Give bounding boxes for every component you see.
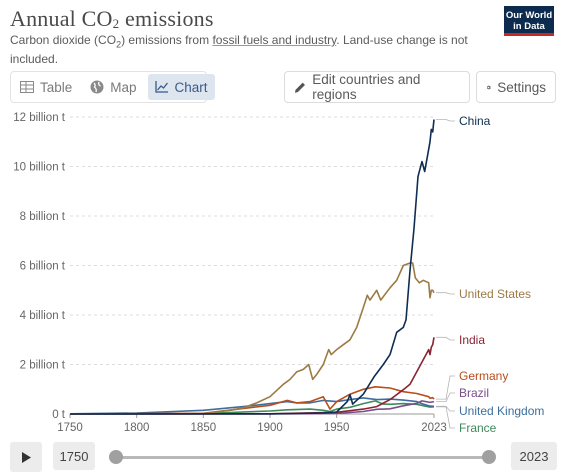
timeline-controls: 1750 2023	[0, 440, 569, 472]
fossil-fuels-link[interactable]: fossil fuels and industry	[212, 33, 337, 47]
tab-chart[interactable]: Chart	[147, 74, 215, 100]
series-line-india[interactable]	[69, 337, 435, 415]
chart-subtitle: Carbon dioxide (CO2) emissions from foss…	[10, 33, 480, 67]
tab-table[interactable]: Table	[11, 72, 81, 102]
x-tick-label: 1950	[324, 422, 350, 434]
series-line-france[interactable]	[69, 400, 435, 415]
legend-label-india[interactable]: India	[459, 333, 485, 347]
tab-chart-label: Chart	[174, 79, 208, 95]
legend-connector	[436, 292, 455, 295]
end-year-handle[interactable]	[482, 450, 496, 464]
view-tabs: Table Map Chart	[10, 71, 215, 103]
x-tick-label: 1900	[257, 422, 283, 434]
play-icon	[22, 451, 31, 463]
grid-layer	[70, 116, 434, 415]
start-year-box[interactable]: 1750	[53, 442, 95, 470]
legend-connector	[436, 392, 455, 403]
legend-label-germany[interactable]: Germany	[459, 369, 508, 383]
legend-label-united-states[interactable]: United States	[459, 287, 531, 301]
y-tick-label: 6 billion t	[20, 261, 66, 273]
chart-title: Annual CO2 emissions	[10, 6, 214, 32]
owid-logo[interactable]: Our World in Data	[504, 6, 554, 36]
series-lines	[69, 119, 435, 415]
legend-connector	[436, 336, 455, 341]
legend-label-united-kingdom[interactable]: United Kingdom	[459, 404, 544, 418]
subtitle-pre: Carbon dioxide (CO	[10, 33, 117, 47]
y-tick-label: 8 billion t	[20, 211, 66, 223]
edit-countries-button[interactable]: Edit countries and regions	[284, 71, 470, 103]
globe-icon	[90, 80, 104, 94]
legend-label-france[interactable]: France	[459, 421, 497, 435]
edit-countries-label: Edit countries and regions	[312, 72, 421, 102]
tab-table-label: Table	[40, 79, 73, 95]
x-tick-label: 1850	[191, 422, 217, 434]
subtitle-mid: ) emissions from	[121, 33, 213, 47]
x-tick-label: 1800	[124, 422, 150, 434]
legend-connector	[436, 405, 455, 412]
line-chart-icon	[154, 81, 168, 93]
end-year-box[interactable]: 2023	[511, 442, 557, 470]
x-axis: 1750 1800 1850 1900 1950 2023	[57, 414, 447, 434]
legend-label-brazil[interactable]: Brazil	[459, 386, 489, 400]
series-line-china[interactable]	[69, 119, 435, 415]
subtitle-post: . Land-use change is not included.	[10, 33, 468, 67]
title-end: emissions	[119, 6, 214, 31]
y-axis: 0 t 2 billion t 4 billion t 6 billion t 8 bi…	[13, 112, 66, 421]
legend-connector	[436, 375, 455, 400]
logo-line-1: Our World	[505, 9, 553, 21]
play-button[interactable]	[10, 442, 42, 472]
pencil-icon	[294, 82, 305, 93]
title-subscript: 2	[112, 16, 120, 31]
table-icon	[20, 81, 34, 93]
y-tick-label: 2 billion t	[20, 360, 66, 372]
x-tick-label: 2023	[421, 422, 447, 434]
tab-map-label: Map	[110, 79, 137, 95]
start-year-handle[interactable]	[109, 450, 123, 464]
logo-line-2: in Data	[513, 20, 545, 32]
y-tick-label: 0 t	[52, 409, 66, 421]
timeline-track[interactable]	[116, 456, 490, 459]
y-tick-label: 4 billion t	[20, 310, 66, 322]
settings-button[interactable]: Settings	[476, 71, 556, 103]
gear-icon	[486, 85, 491, 89]
series-line-united-states[interactable]	[70, 262, 435, 415]
legend-label-china[interactable]: China	[459, 114, 491, 128]
y-tick-label: 10 billion t	[13, 162, 66, 174]
subtitle-subscript: 2	[116, 39, 122, 50]
legend: China United States India Germany Brazil Unit…	[436, 114, 544, 435]
legend-connector	[436, 119, 455, 122]
title-main: Annual CO	[10, 6, 113, 31]
legend-connector	[436, 406, 455, 429]
line-chart: 0 t 2 billion t 4 billion t 6 billion t 8 bi…	[13, 112, 544, 435]
settings-label: Settings	[497, 79, 546, 95]
x-tick-label: 1750	[57, 422, 83, 434]
y-tick-label: 12 billion t	[13, 112, 66, 124]
tab-map[interactable]: Map	[81, 72, 145, 102]
